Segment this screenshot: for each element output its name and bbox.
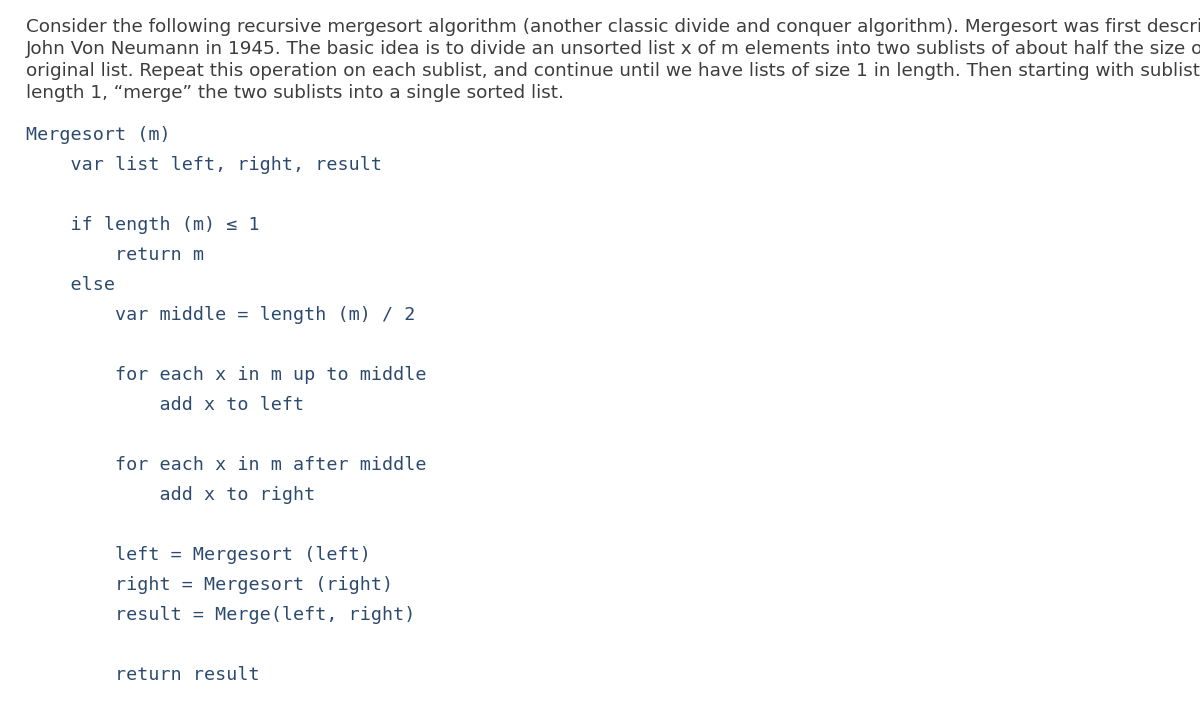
Text: Consider the following recursive mergesort algorithm (another classic divide and: Consider the following recursive mergeso… [26,18,1200,36]
Text: return result: return result [26,666,259,684]
Text: right = Mergesort (right): right = Mergesort (right) [26,576,394,594]
Text: add x to left: add x to left [26,396,304,414]
Text: else: else [26,276,115,294]
Text: result = Merge(left, right): result = Merge(left, right) [26,606,415,624]
Text: Mergesort (m): Mergesort (m) [26,126,170,144]
Text: length 1, “merge” the two sublists into a single sorted list.: length 1, “merge” the two sublists into … [26,84,564,102]
Text: var middle = length (m) / 2: var middle = length (m) / 2 [26,306,415,324]
Text: var list left, right, result: var list left, right, result [26,156,382,174]
Text: for each x in m up to middle: for each x in m up to middle [26,366,426,384]
Text: if length (m) ≤ 1: if length (m) ≤ 1 [26,216,259,234]
Text: return m: return m [26,246,204,264]
Text: John Von Neumann in 1945. The basic idea is to divide an unsorted list x of m el: John Von Neumann in 1945. The basic idea… [26,40,1200,58]
Text: original list. Repeat this operation on each sublist, and continue until we have: original list. Repeat this operation on … [26,62,1200,80]
Text: left = Mergesort (left): left = Mergesort (left) [26,546,371,564]
Text: add x to right: add x to right [26,486,316,504]
Text: for each x in m after middle: for each x in m after middle [26,456,426,474]
